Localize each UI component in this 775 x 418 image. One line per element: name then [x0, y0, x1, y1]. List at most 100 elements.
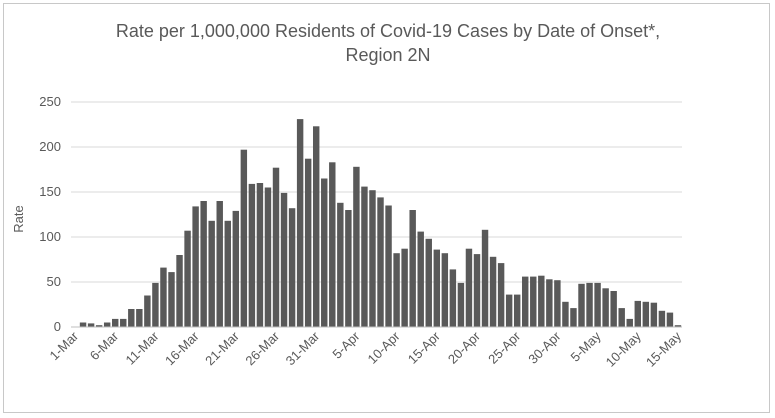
bar	[465, 248, 473, 327]
y-tick-label: 150	[39, 184, 61, 199]
bar	[433, 249, 441, 327]
y-tick-label: 200	[39, 139, 61, 154]
bar	[441, 253, 449, 327]
bar	[136, 309, 143, 327]
bar	[385, 205, 392, 327]
bar	[578, 283, 585, 327]
bar	[128, 309, 135, 327]
bar	[232, 210, 240, 327]
bar	[473, 254, 481, 327]
bar	[634, 300, 641, 327]
x-tick-labels: 1-Mar 6-Mar 11-Mar 16-Mar 21-Mar 26-Mar 31-Mar…	[47, 328, 685, 370]
bar	[192, 206, 199, 327]
bar	[312, 126, 320, 327]
bar	[658, 310, 666, 327]
bar	[95, 325, 103, 327]
chart-frame: Rate per 1,000,000 Residents of Covid-19…	[3, 3, 770, 413]
bar	[256, 183, 264, 327]
bar	[594, 282, 601, 327]
bar	[280, 192, 288, 327]
bar	[144, 295, 151, 327]
x-tick-label: 25-Apr	[485, 328, 524, 367]
bar	[530, 276, 537, 327]
bar	[377, 197, 384, 327]
x-tick-label: 26-Mar	[242, 328, 282, 368]
bar	[586, 282, 593, 327]
chart-title-line2: Region 2N	[345, 45, 430, 65]
bar	[337, 202, 344, 327]
bar	[602, 288, 609, 327]
bar	[538, 275, 545, 327]
x-tick-label: 1-Mar	[47, 328, 82, 363]
bar	[87, 323, 95, 327]
bars	[79, 119, 682, 327]
bar	[497, 263, 505, 327]
bar	[546, 279, 553, 327]
bar	[288, 208, 296, 327]
y-tick-label: 0	[54, 319, 61, 334]
x-tick-label: 11-Mar	[122, 328, 162, 368]
bar	[296, 119, 304, 327]
x-tick-label: 15-Apr	[405, 328, 444, 367]
bar	[489, 256, 497, 327]
bar	[425, 238, 432, 327]
bar	[160, 267, 167, 327]
chart-svg: Rate per 1,000,000 Residents of Covid-19…	[11, 21, 685, 370]
bar	[345, 210, 352, 327]
bar	[618, 308, 625, 327]
x-tick-label: 6-Mar	[87, 328, 122, 363]
bar	[248, 183, 256, 327]
bar	[152, 282, 159, 327]
bar	[103, 322, 111, 327]
bar	[626, 318, 633, 327]
y-tick-label: 250	[39, 94, 61, 109]
bar	[417, 231, 424, 327]
bar	[112, 318, 119, 327]
bar	[554, 280, 561, 327]
bar	[481, 229, 489, 327]
x-tick-label: 21-Mar	[202, 328, 242, 368]
y-tick-labels: 0 50 100 150 200 250	[39, 94, 61, 334]
y-tick-label: 100	[39, 229, 61, 244]
bar	[522, 276, 529, 327]
bar	[513, 294, 521, 327]
y-axis-label: Rate	[11, 205, 26, 232]
bar	[120, 318, 127, 327]
gridlines	[71, 101, 682, 283]
bar	[200, 201, 207, 327]
bar	[570, 308, 577, 327]
bar	[401, 248, 408, 327]
x-tick-label: 15-May	[643, 328, 685, 370]
bar	[216, 201, 223, 327]
y-tick-label: 50	[47, 274, 61, 289]
x-tick-label: 5-Apr	[329, 328, 363, 362]
bar	[321, 178, 328, 327]
bar	[369, 190, 376, 327]
x-tick-label: 30-Apr	[525, 328, 564, 367]
bar	[674, 325, 682, 327]
bar	[79, 322, 87, 327]
x-tick-label: 10-Apr	[365, 328, 404, 367]
bar	[208, 220, 215, 327]
chart-title-line1: Rate per 1,000,000 Residents of Covid-19…	[116, 21, 660, 41]
x-tick-label: 20-Apr	[445, 328, 484, 367]
bar	[642, 301, 650, 327]
x-tick-label: 16-Mar	[162, 328, 202, 368]
bar	[264, 187, 272, 327]
bar	[393, 253, 400, 327]
bar	[272, 167, 280, 327]
x-tick-label: 5-May	[568, 328, 604, 364]
bar	[409, 210, 416, 327]
bar	[505, 294, 513, 327]
x-tick-label: 31-Mar	[283, 328, 323, 368]
bar	[304, 158, 312, 327]
bar	[361, 186, 368, 327]
bar	[610, 291, 617, 327]
x-tick-label: 10-May	[603, 328, 645, 370]
bar	[449, 269, 457, 327]
bar	[329, 162, 336, 327]
bar	[224, 220, 231, 327]
bar	[184, 230, 191, 327]
bar	[176, 255, 183, 327]
bar	[168, 272, 175, 327]
